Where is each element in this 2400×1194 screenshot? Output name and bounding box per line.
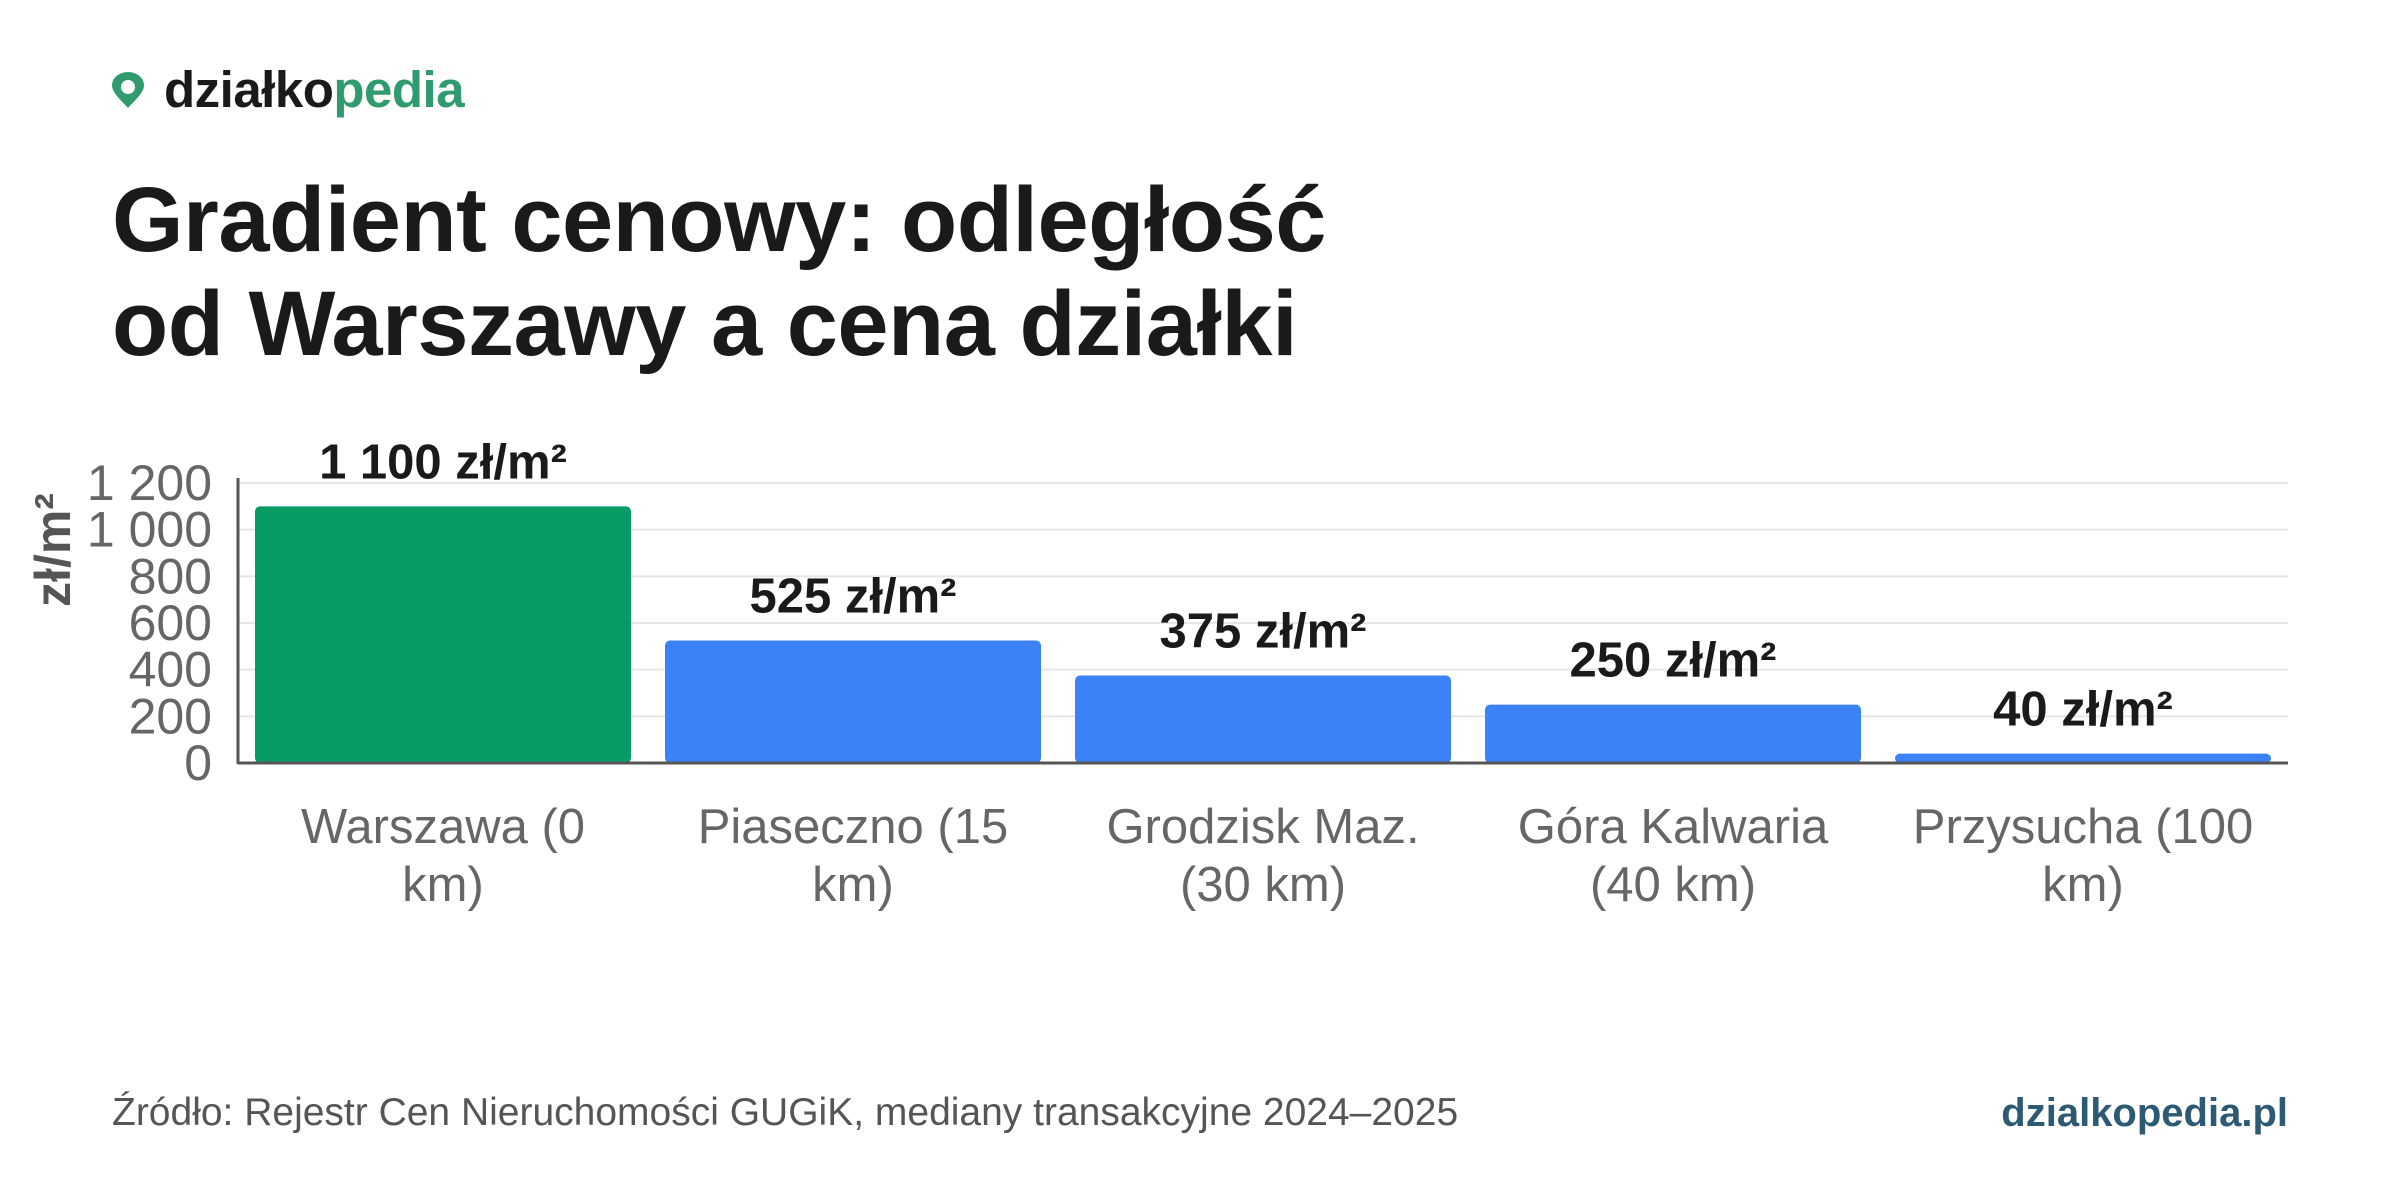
bar [1075, 675, 1451, 763]
brand-name-part1: działko [164, 61, 334, 118]
data-label: 250 zł/m² [1570, 634, 1777, 688]
data-labels: 1 100 zł/m² 525 zł/m² 375 zł/m² 250 zł/m² 40… [319, 435, 2173, 736]
y-tick-label: 200 [129, 688, 212, 744]
chart-title: Gradient cenowy: odległość od Warszawy a… [112, 168, 1612, 376]
bar [665, 640, 1041, 763]
y-tick-label: 600 [129, 595, 212, 651]
brand-logo: działkopedia [110, 61, 465, 118]
x-axis-ticks: Warszawa (0 km) Piaseczno (15 km) Grodzisk M… [301, 800, 2253, 912]
x-tick-label: Grodzisk Maz. (30 km) [1106, 800, 1419, 912]
data-label: 375 zł/m² [1160, 605, 1367, 659]
x-tick-label: Góra Kalwaria (40 km) [1518, 800, 1829, 912]
x-tick-label: Piaseczno (15 km) [698, 800, 1009, 912]
x-tick-label: Warszawa (0 km) [301, 800, 585, 912]
y-tick-label: 0 [184, 735, 212, 791]
site-link[interactable]: dzialkopedia.pl [2001, 1091, 2288, 1135]
bar [255, 506, 631, 763]
data-label: 40 zł/m² [1993, 683, 2173, 737]
y-tick-label: 1 000 [87, 502, 212, 558]
data-label: 1 100 zł/m² [319, 435, 567, 489]
bars [255, 506, 2271, 763]
data-label: 525 zł/m² [750, 570, 957, 624]
brand-name: działkopedia [164, 61, 465, 118]
source-note: Źródło: Rejestr Cen Nieruchomości GUGiK,… [112, 1091, 1459, 1134]
chart-title-line2: od Warszawy a cena działki [112, 273, 1298, 375]
brand-name-part2: pedia [333, 61, 465, 118]
y-tick-label: 1 200 [87, 455, 212, 511]
y-axis-label: zł/m² [25, 493, 81, 607]
bar [1485, 704, 1861, 763]
chart-title-line1: Gradient cenowy: odległość [112, 169, 1326, 271]
y-tick-label: 800 [129, 548, 212, 604]
map-pin-icon [110, 71, 146, 109]
bar [1895, 753, 2271, 763]
y-tick-label: 400 [129, 642, 212, 698]
x-tick-label: Przysucha (100 km) [1913, 800, 2253, 912]
